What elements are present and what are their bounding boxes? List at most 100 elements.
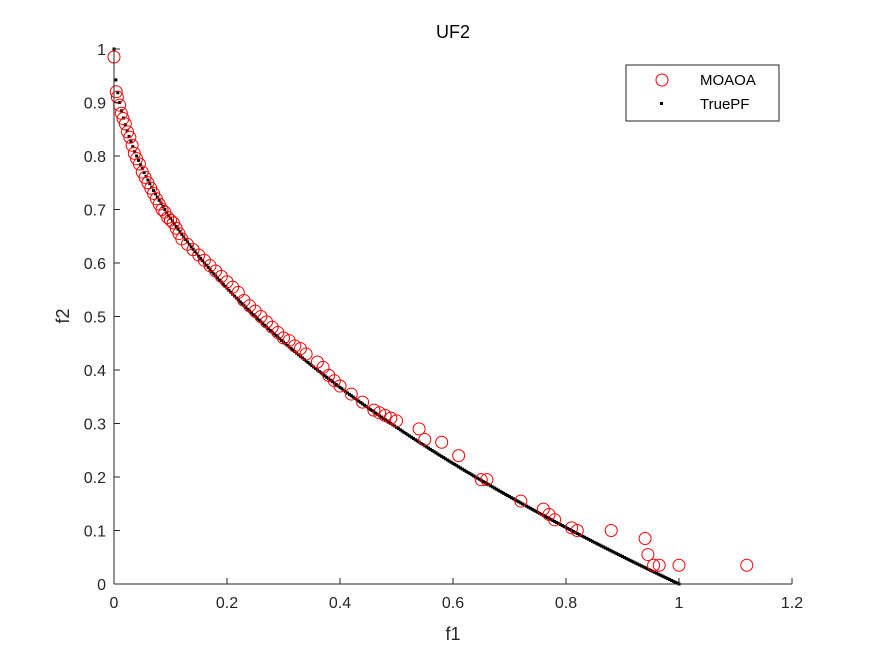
truepf-point [602, 545, 606, 549]
truepf-point [449, 460, 453, 464]
truepf-point [330, 380, 334, 384]
truepf-point [662, 575, 666, 579]
truepf-point [462, 468, 466, 472]
truepf-point [406, 433, 410, 437]
truepf-point [451, 461, 455, 465]
truepf-point [304, 359, 308, 363]
truepf-point [184, 237, 188, 241]
truepf-point [588, 538, 592, 542]
truepf-point [549, 517, 553, 521]
truepf-point [653, 570, 657, 574]
truepf-point [346, 391, 350, 395]
chart-title: UF2 [436, 22, 470, 42]
truepf-point [524, 504, 528, 508]
truepf-point [138, 163, 142, 167]
truepf-point [263, 323, 267, 327]
truepf-point [148, 182, 152, 186]
truepf-point [291, 348, 295, 352]
x-tick-label: 0.2 [216, 595, 238, 612]
moaoa-point [647, 558, 661, 572]
truepf-point [628, 558, 632, 562]
truepf-point [152, 189, 156, 193]
truepf-point [125, 129, 129, 133]
truepf-point [274, 333, 278, 337]
truepf-point [558, 523, 562, 527]
truepf-point [419, 441, 423, 445]
truepf-point [543, 514, 547, 518]
x-tick-label: 0 [110, 595, 119, 612]
x-tick-label: 0.8 [555, 595, 577, 612]
truepf-point [656, 572, 660, 576]
x-tick-label: 1.2 [781, 595, 803, 612]
truepf-point [334, 383, 338, 387]
truepf-point [289, 346, 293, 350]
truepf-point [314, 367, 318, 371]
moaoa-point [367, 403, 381, 417]
truepf-point [174, 224, 178, 228]
truepf-point [362, 403, 366, 407]
truepf-point [477, 477, 481, 481]
truepf-point [387, 420, 391, 424]
truepf-point [415, 439, 419, 443]
truepf-point [666, 577, 670, 581]
truepf-point [300, 356, 304, 360]
truepf-point [410, 435, 414, 439]
truepf-point [511, 497, 515, 501]
truepf-point [351, 395, 355, 399]
y-tick-label: 0.3 [84, 417, 106, 434]
truepf-point [199, 256, 203, 260]
y-tick-label: 0.4 [84, 363, 106, 380]
truepf-point [572, 529, 576, 533]
truepf-point [673, 580, 677, 584]
truepf-point [266, 327, 270, 331]
truepf-point [585, 536, 589, 540]
y-tick-label: 0.2 [84, 470, 106, 487]
truepf-point [468, 472, 472, 476]
truepf-point [675, 581, 679, 585]
truepf-point [517, 500, 521, 504]
truepf-point [581, 534, 585, 538]
truepf-point [664, 576, 668, 580]
truepf-point [536, 510, 540, 514]
truepf-point [368, 407, 372, 411]
moaoa-point [548, 513, 562, 527]
moaoa-point [277, 331, 290, 345]
truepf-point [460, 467, 464, 471]
truepf-point [272, 332, 276, 336]
truepf-point [475, 476, 479, 480]
truepf-point [325, 375, 329, 379]
truepf-point [127, 134, 131, 138]
truepf-point [590, 539, 594, 543]
truepf-point [575, 531, 579, 535]
truepf-point [201, 259, 205, 263]
truepf-point [447, 459, 451, 463]
truepf-point [534, 509, 538, 513]
truepf-point [641, 565, 645, 569]
truepf-point [427, 446, 431, 450]
truepf-point [457, 465, 461, 469]
moaoa-point [418, 433, 432, 447]
truepf-point [619, 554, 623, 558]
truepf-point [212, 272, 216, 276]
truepf-point [613, 551, 617, 555]
legend-marker-moaoa [655, 73, 669, 87]
truepf-point [598, 543, 602, 547]
moaoa-point [118, 117, 132, 131]
truepf-point [223, 284, 227, 288]
truepf-point [434, 451, 438, 455]
truepf-point [604, 546, 608, 550]
truepf-point [340, 387, 344, 391]
truepf-point [381, 416, 385, 420]
truepf-point [176, 227, 180, 231]
moaoa-point [373, 406, 387, 420]
truepf-point [400, 429, 404, 433]
truepf-point [244, 305, 248, 309]
truepf-point [592, 540, 596, 544]
truepf-point [206, 265, 210, 269]
y-tick-label: 0.5 [84, 310, 106, 327]
truepf-point [494, 487, 498, 491]
tick-marks [113, 48, 793, 585]
moaoa-point [116, 112, 130, 126]
